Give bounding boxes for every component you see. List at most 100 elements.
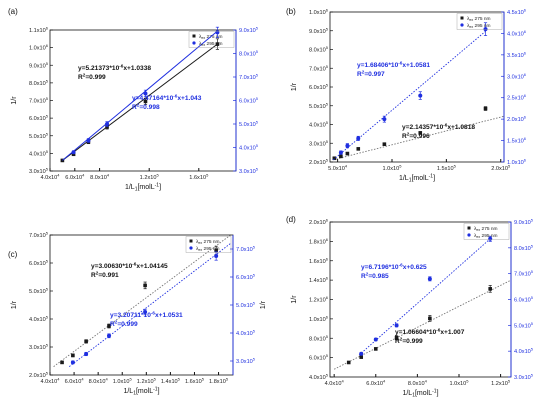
equation-annotation: R2=0.985 (361, 271, 389, 280)
left-tick-label: 1.0x106 (309, 8, 329, 17)
right-tick-label: 4.0x106 (507, 29, 527, 38)
fit-line (62, 43, 218, 161)
left-tick-label: 9.0x105 (309, 26, 329, 35)
right-tick-label: 7.0x105 (236, 245, 256, 254)
legend-marker (460, 16, 464, 20)
right-tick-label: 6.0x105 (239, 96, 259, 105)
data-point-square (143, 99, 148, 104)
panel-c: (c) 4.0x104 6.0x104 8.0x104 1.0x105 1.2x105 1.… (8, 231, 267, 397)
data-point-circle (427, 276, 432, 281)
x-tick-label: 4.0x104 (40, 173, 60, 182)
legend-label: λex 275 nm (199, 34, 223, 40)
right-tick-label: 1.5x106 (507, 136, 527, 145)
fit-line (333, 115, 505, 161)
right-tick-label: 3.0x105 (239, 167, 259, 176)
left-tick-label: 5.0x105 (29, 287, 49, 296)
left-tick-label: 6.0x105 (309, 83, 329, 92)
legend-label: λex 275 nm (196, 239, 220, 245)
data-point-circle (86, 138, 91, 143)
right-tick-label: 1.0x106 (507, 158, 527, 167)
equation-annotation: y=4.47164*10-6x+1.043 (132, 93, 202, 102)
left-tick-label: 4.0x105 (309, 373, 329, 382)
legend-label: λex 275 nm (474, 226, 498, 232)
x-axis-label: 1/L1[molL-1] (123, 387, 159, 397)
equation-annotation: R2=0.999 (78, 72, 106, 81)
data-point-square (143, 283, 147, 288)
right-tick-label: 8.0x105 (514, 243, 534, 252)
x-tick-label: 4.0x104 (40, 377, 60, 386)
data-point-square (382, 142, 387, 146)
left-tick-label: 7.0x105 (29, 96, 49, 105)
data-point-circle (382, 117, 387, 122)
left-tick-label: 3.0x105 (309, 139, 329, 148)
panel-b: (b) 5.0x104 1.0x105 1.5x105 2.0x105 1/L1[molL… (286, 7, 527, 184)
left-tick-label: 1.1x106 (29, 26, 49, 35)
left-tick-label: 9.0x105 (29, 61, 49, 70)
data-point-circle (105, 122, 110, 126)
equation-annotation: R2=0.997 (357, 69, 385, 78)
data-point-circle (483, 27, 488, 32)
legend-label: λex 295 nm (199, 41, 223, 47)
data-point-square (394, 335, 399, 340)
right-tick-label: 6.0x105 (514, 295, 534, 304)
legend-label: λex 295 nm (467, 23, 491, 29)
right-y-axis-label: 1/r (260, 300, 267, 309)
equation-annotation: R2=0.998 (132, 102, 160, 111)
equation-annotation: y=1.06604*10-6x+1.007 (395, 327, 465, 336)
x-tick-label: 1.8x105 (209, 377, 229, 386)
left-tick-label: 1.4x106 (309, 276, 329, 285)
left-tick-label: 1.8x106 (309, 237, 329, 246)
right-tick-label: 9.0x105 (239, 26, 259, 35)
left-tick-label: 7.0x105 (29, 231, 49, 240)
left-tick-label: 6.0x105 (309, 353, 329, 362)
data-point-square (428, 316, 432, 321)
left-tick-label: 6.0x105 (29, 114, 49, 123)
left-tick-label: 5.0x105 (309, 101, 329, 110)
fit-line (53, 234, 231, 367)
data-point-square (418, 131, 423, 135)
data-point-circle (214, 254, 219, 258)
x-tick-label: 8.0x104 (408, 379, 428, 388)
data-point-square (215, 42, 220, 46)
x-tick-label: 1.0x105 (449, 379, 469, 388)
left-tick-label: 2.0x105 (309, 158, 329, 167)
panel-label: (c) (8, 250, 18, 259)
right-tick-label: 2.0x106 (507, 115, 527, 124)
equation-annotation: y=3.00630*10-6x+1.04145 (91, 261, 168, 270)
left-tick-label: 7.0x105 (309, 64, 329, 73)
data-point-circle (106, 333, 111, 338)
right-tick-label: 9.0x105 (514, 218, 534, 227)
left-tick-label: 5.0x105 (29, 131, 49, 140)
y-axis-label: 1/r (291, 82, 298, 91)
data-point-circle (338, 150, 343, 155)
data-point-square (332, 156, 337, 161)
data-point-square (356, 147, 361, 151)
y-axis-label: 1/r (11, 96, 18, 105)
left-tick-label: 2.0x105 (29, 371, 49, 380)
fit-line (358, 238, 491, 356)
left-tick-label: 1.0x106 (29, 43, 49, 52)
left-tick-label: 3.0x105 (29, 167, 49, 176)
right-tick-label: 6.0x105 (236, 273, 256, 282)
legend-box (463, 223, 510, 240)
legend-box (188, 31, 235, 48)
x-tick-label: 6.0x104 (65, 377, 85, 386)
data-point-circle (215, 30, 220, 35)
equation-annotation: R2=0.999 (395, 336, 423, 345)
left-tick-label: 1.0x106 (309, 314, 329, 323)
left-tick-label: 8.0x105 (309, 334, 329, 343)
fit-line (333, 279, 512, 370)
legend-marker (467, 226, 471, 230)
right-tick-label: 5.0x105 (239, 120, 259, 129)
data-point-square (107, 324, 111, 328)
right-tick-label: 3.0x105 (236, 357, 256, 366)
legend-marker (460, 23, 464, 27)
x-tick-label: 6.0x104 (366, 379, 386, 388)
right-tick-label: 3.5x106 (507, 50, 527, 59)
right-tick-label: 4.0x105 (236, 329, 256, 338)
equation-annotation: y=6.7196*10-6x+0.625 (361, 262, 427, 271)
legend-marker (192, 34, 196, 38)
left-tick-label: 1.2x106 (309, 295, 329, 304)
panel-label: (a) (8, 7, 18, 16)
